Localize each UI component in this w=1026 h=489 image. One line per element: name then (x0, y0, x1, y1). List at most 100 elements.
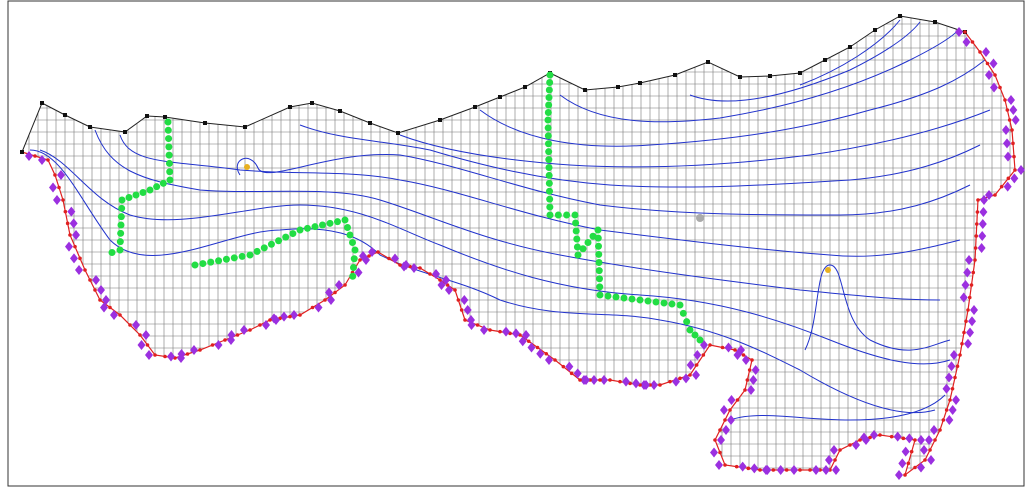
river-node (848, 443, 852, 447)
boundary-diamond (1017, 165, 1025, 175)
contour (479, 59, 986, 147)
well (349, 239, 356, 246)
boundary-diamond (901, 446, 910, 457)
boundary-diamond (642, 380, 650, 390)
well (246, 251, 254, 259)
well (545, 179, 553, 187)
well (594, 234, 602, 242)
river-node (73, 244, 77, 249)
well (118, 196, 126, 204)
boundary-diamond (715, 460, 723, 470)
boundary-diamond (724, 342, 733, 353)
boundary-diamond (97, 285, 105, 295)
boundary-diamond (1010, 173, 1019, 184)
well (349, 272, 357, 280)
boundary-diamond (262, 320, 270, 330)
well (199, 260, 207, 268)
contour (689, 21, 921, 102)
boundary-diamond (965, 255, 973, 265)
river-node (418, 266, 422, 270)
river-node (970, 40, 975, 44)
river-node (61, 198, 65, 202)
boundary-diamond (460, 295, 469, 305)
boundary-diamond (177, 353, 185, 363)
boundary-diamond (672, 376, 680, 387)
river-node (868, 435, 872, 440)
boundary-diamond (75, 265, 83, 275)
boundary-diamond (518, 336, 527, 347)
well (683, 318, 691, 326)
river-node (78, 256, 82, 261)
top-node (310, 101, 314, 105)
river-node (713, 438, 717, 442)
well (571, 211, 579, 219)
well (573, 243, 581, 251)
river-node (688, 373, 692, 377)
well (117, 213, 125, 221)
well (546, 203, 554, 211)
boundary-diamond (776, 465, 785, 475)
well (165, 135, 173, 143)
river-node (535, 345, 540, 350)
boundary-diamond (822, 465, 830, 475)
well (346, 231, 354, 239)
well (545, 156, 553, 164)
river-node (98, 298, 102, 302)
river-node (784, 468, 789, 472)
well (596, 283, 604, 291)
river-node (999, 184, 1004, 189)
boundary-diamond (1002, 125, 1010, 135)
boundary-diamond (738, 461, 747, 472)
boundary-diamond (1004, 151, 1012, 162)
river-node (323, 298, 327, 302)
well (207, 258, 215, 266)
river-node (944, 408, 949, 412)
well (230, 254, 238, 262)
top-node (798, 71, 802, 75)
boundary-diamond (410, 263, 418, 273)
river-node (923, 458, 927, 462)
boundary-diamond (852, 440, 860, 450)
boundary-diamond (142, 330, 150, 340)
river-node (428, 272, 432, 276)
boundary-diamond (437, 280, 446, 290)
boundary-diamond (463, 305, 472, 315)
boundary-diamond (1011, 115, 1020, 125)
boundary-diamond (982, 47, 990, 57)
top-node (20, 150, 24, 154)
boundary-diamond (368, 247, 376, 257)
river-node (733, 348, 737, 352)
river-node (878, 433, 882, 437)
boundary-diamond (955, 27, 963, 37)
well (165, 143, 173, 151)
boundary-diamond (167, 351, 175, 362)
river-node (963, 30, 967, 34)
river-node (569, 371, 574, 376)
well (296, 226, 304, 234)
boundary-diamond (966, 327, 974, 338)
river-node (985, 61, 990, 66)
well (319, 221, 326, 229)
boundary-diamond (978, 219, 987, 229)
boundary-diamond (948, 405, 957, 415)
well (676, 301, 684, 309)
boundary-diamond (335, 280, 343, 290)
boundary-diamond (742, 355, 750, 365)
boundary-diamond (989, 58, 998, 69)
contour (559, 27, 961, 123)
well (572, 219, 580, 227)
top-node (583, 88, 587, 92)
well (696, 336, 704, 344)
boundary-diamond (920, 445, 928, 455)
river-node (948, 398, 952, 402)
boundary-diamond (280, 311, 288, 322)
river-node (913, 438, 917, 442)
boundary-diamond (692, 370, 700, 380)
boundary-diamond (959, 292, 968, 303)
river-node (387, 256, 391, 261)
river-node (343, 283, 347, 287)
river-node (747, 368, 752, 372)
river-node (367, 254, 371, 258)
well (668, 300, 676, 308)
well (691, 331, 699, 339)
